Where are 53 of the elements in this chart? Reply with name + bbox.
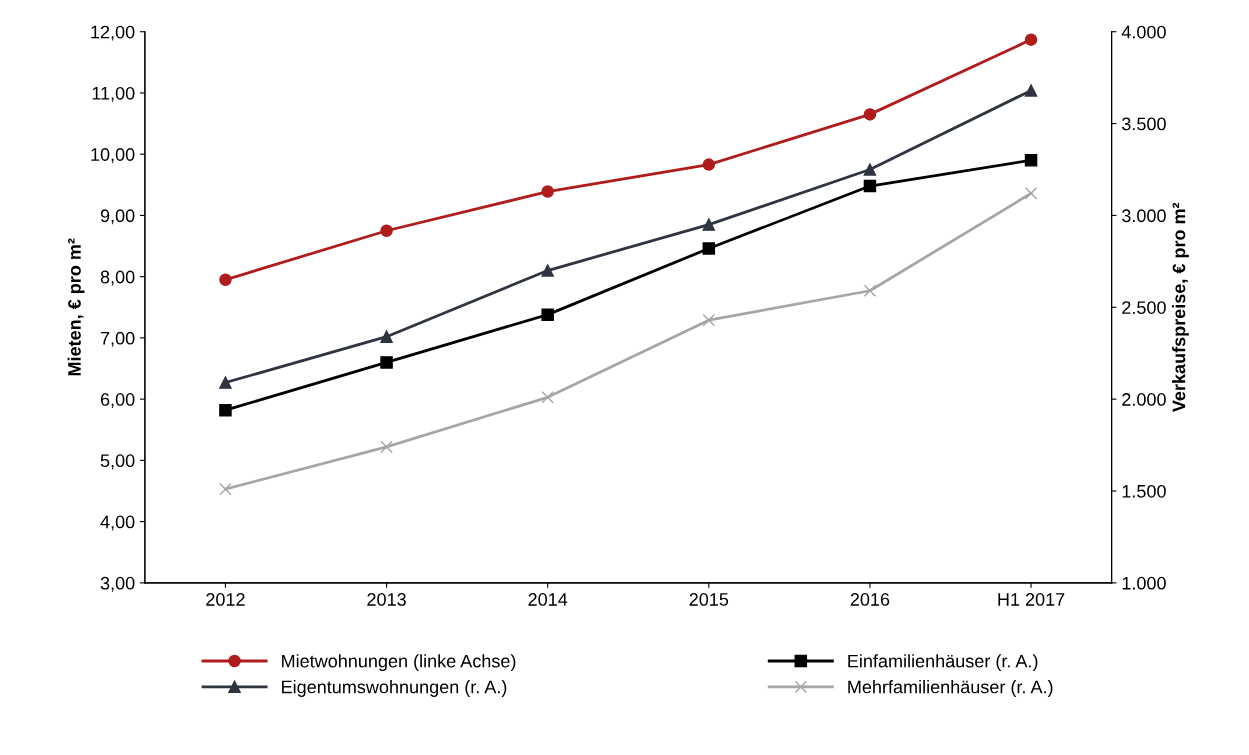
legend-label: Eigentumswohnungen (r. A.) [282, 680, 507, 697]
x-tick-label: 2014 [528, 593, 568, 606]
legend-label: Einfamilienhäuser (r. A.) [848, 654, 1038, 672]
y-tick-label: 11,00 [92, 86, 135, 102]
y2-axis-title: Verkaufspreise, € pro m² [1172, 202, 1189, 413]
y-tick-label: 4,00 [100, 515, 135, 531]
point [702, 218, 716, 231]
legend-label: Mehrfamilienhäuser (r. A.) [848, 680, 1053, 697]
point [380, 224, 393, 237]
y-tick-label: 10,00 [91, 148, 135, 164]
y2-tick-label: 2.000 [1122, 393, 1166, 406]
point [541, 185, 554, 198]
y-tick-label: 6,00 [100, 393, 135, 408]
y2-tick-label: 3.500 [1122, 117, 1166, 131]
point [1024, 84, 1038, 97]
point [541, 308, 554, 321]
legend-label: Mietwohnungen (linke Achse) [282, 654, 516, 672]
y2-tick-label: 3.000 [1122, 209, 1166, 223]
point [219, 403, 232, 417]
x-tick-label: 2013 [367, 593, 406, 606]
point [380, 330, 393, 343]
point [380, 356, 393, 369]
y-tick-label: 8,00 [100, 270, 135, 286]
point [1024, 154, 1038, 167]
y2-tick-label: 1.000 [1122, 576, 1166, 590]
x-tick-label: 2012 [206, 593, 245, 606]
x-tick-label: 2015 [689, 593, 729, 606]
y-tick-label: 9,00 [100, 209, 135, 225]
point [219, 376, 232, 389]
x-tick-label: H1 2017 [998, 593, 1065, 606]
point [380, 440, 393, 454]
y-tick-label: 5,00 [100, 454, 135, 470]
y-axis-title: Mieten, € pro m² [67, 238, 85, 376]
y2-tick-label: 1.500 [1122, 484, 1166, 498]
point [702, 242, 716, 255]
y-tick-label: 3,00 [100, 576, 135, 592]
point [702, 313, 716, 327]
x-tick-label: 2016 [850, 593, 890, 606]
point [863, 108, 877, 121]
y-tick-label: 12,00 [91, 25, 135, 41]
y2-tick-label: 4.000 [1121, 25, 1166, 39]
point [1024, 187, 1038, 200]
point [1024, 33, 1038, 46]
point [219, 273, 232, 286]
point [702, 158, 716, 171]
point [863, 163, 877, 176]
point [541, 264, 554, 277]
point [219, 482, 232, 496]
point [541, 391, 554, 404]
y-tick-label: 7,00 [100, 331, 135, 347]
point [863, 284, 877, 298]
y2-tick-label: 2.500 [1122, 301, 1166, 315]
point [863, 179, 877, 193]
